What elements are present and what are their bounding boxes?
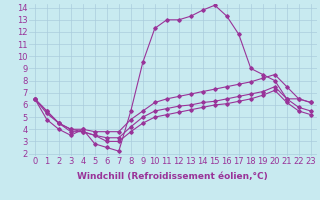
- X-axis label: Windchill (Refroidissement éolien,°C): Windchill (Refroidissement éolien,°C): [77, 172, 268, 181]
